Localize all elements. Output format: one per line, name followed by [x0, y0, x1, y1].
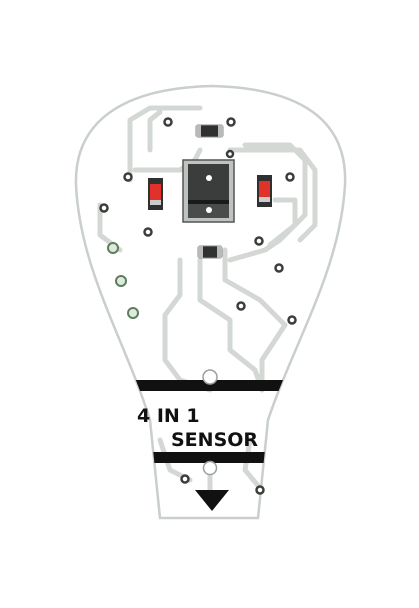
- large-pads: [107, 242, 139, 319]
- red-led-right: [257, 175, 272, 207]
- upper-band: [75, 380, 346, 391]
- via: [99, 203, 109, 213]
- sensor-pin: [206, 207, 212, 213]
- via-pads: [99, 117, 297, 495]
- large-pad: [115, 275, 127, 287]
- label-line-1: 4 IN 1: [137, 405, 200, 427]
- via: [274, 263, 284, 273]
- via: [254, 236, 264, 246]
- silkscreen-bands: [75, 380, 346, 463]
- via: [287, 315, 297, 325]
- down-triangle-icon: [195, 490, 229, 511]
- smd-resistor-bottom: [197, 245, 223, 259]
- via: [163, 117, 173, 127]
- via: [255, 485, 265, 495]
- via: [226, 117, 236, 127]
- board-outline: [74, 84, 347, 520]
- mounting-hole-lower: [202, 460, 218, 476]
- via: [123, 172, 133, 182]
- lower-band: [75, 452, 346, 463]
- red-led-left: [148, 178, 163, 210]
- center-sensor-chip: [182, 159, 235, 223]
- via: [143, 227, 153, 237]
- sensor-pin: [206, 175, 212, 181]
- via: [180, 474, 190, 484]
- via: [225, 149, 235, 159]
- large-pad: [107, 242, 119, 254]
- mounting-hole-upper: [202, 369, 218, 385]
- label-line-2: SENSOR: [171, 429, 258, 451]
- large-pad: [127, 307, 139, 319]
- smd-resistor-top: [195, 124, 224, 138]
- via: [236, 301, 246, 311]
- via: [285, 172, 295, 182]
